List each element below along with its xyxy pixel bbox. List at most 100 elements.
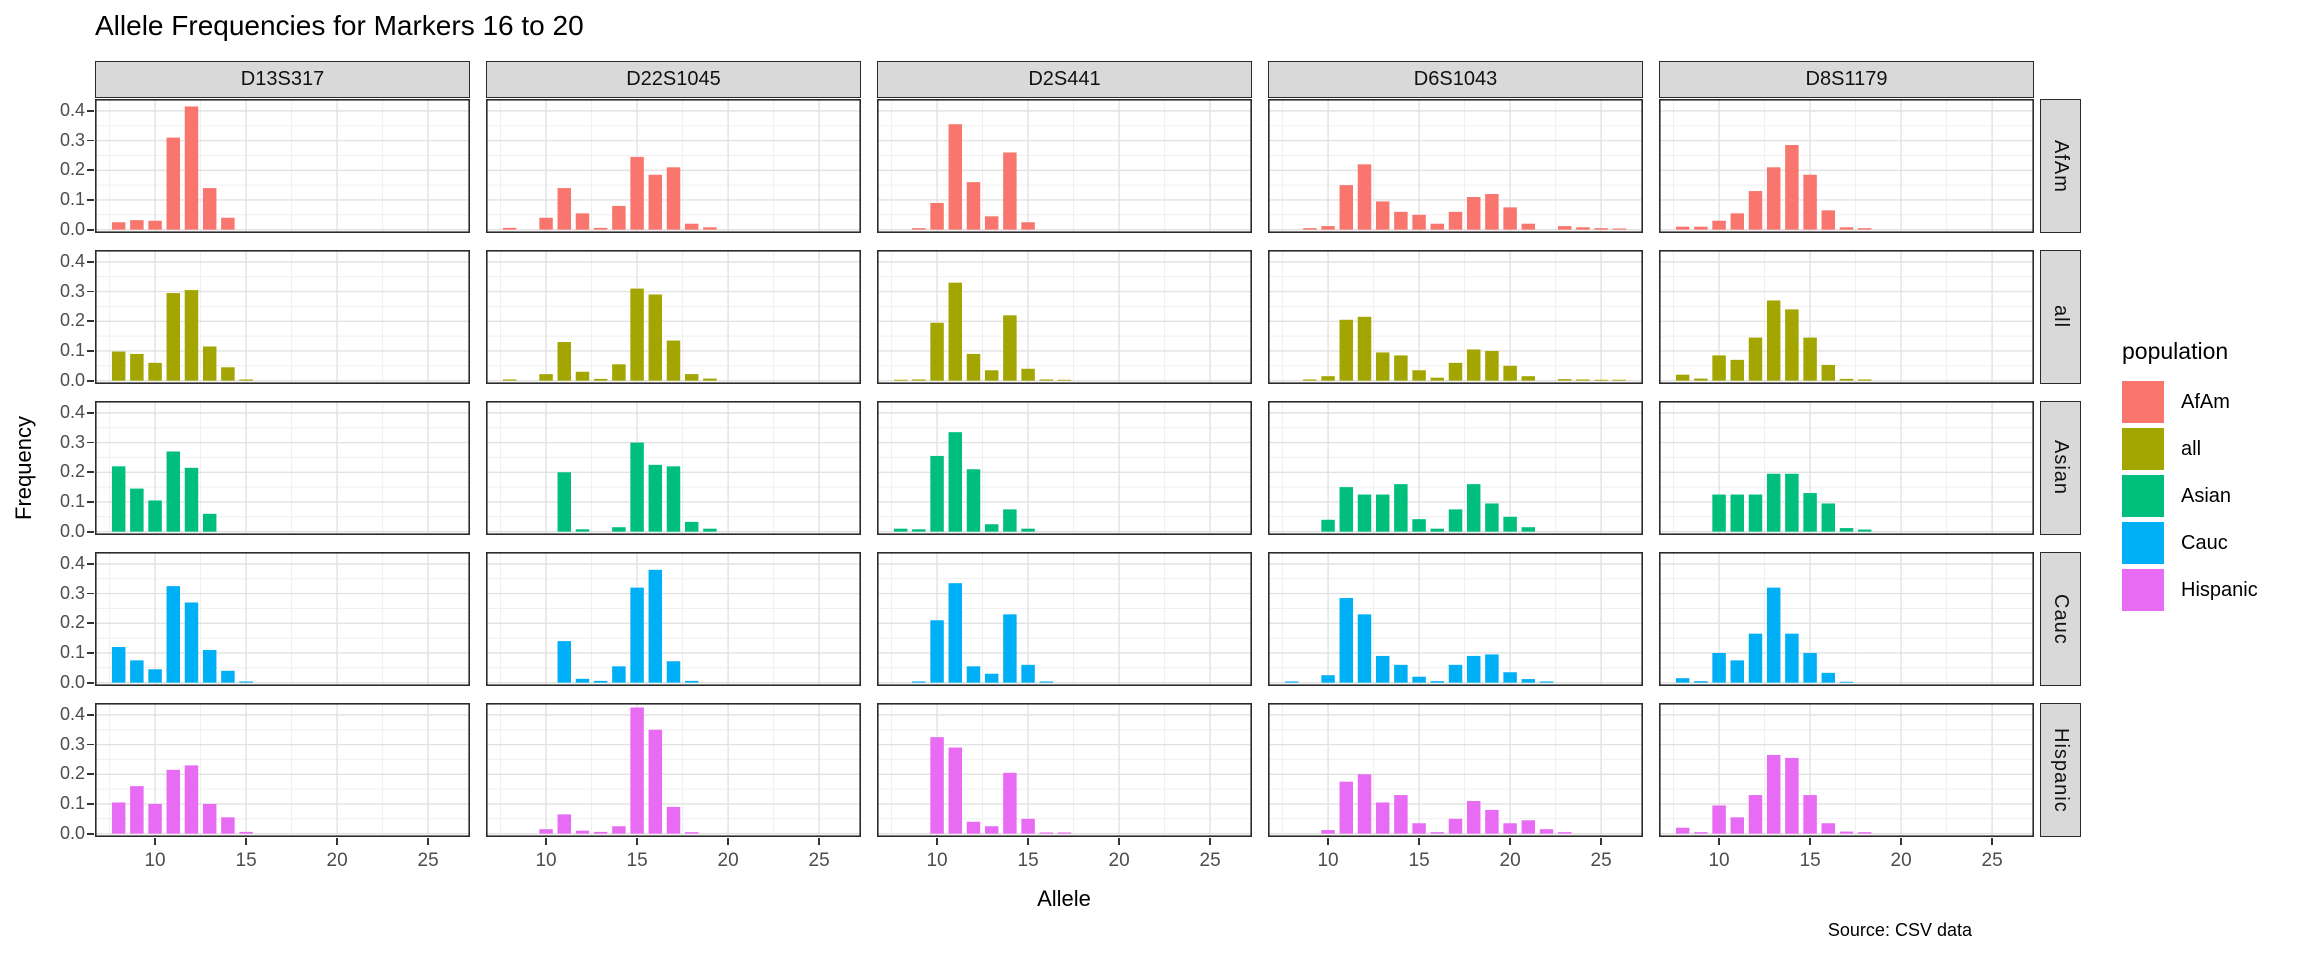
bar-allele-15 <box>1021 664 1035 683</box>
bar-allele-23 <box>1557 379 1572 381</box>
y-tick-label: 0.2 <box>59 159 85 180</box>
x-tick-mark <box>1418 838 1420 845</box>
bar-allele-14 <box>612 364 626 381</box>
bar-allele-13 <box>1766 473 1781 532</box>
bar-allele-15 <box>1803 174 1817 230</box>
bar-allele-12 <box>575 678 590 683</box>
bar-allele-17 <box>1448 211 1463 230</box>
panel-background <box>95 552 470 686</box>
row-strip-Cauc: Cauc <box>2040 552 2081 686</box>
bar-allele-12 <box>1748 191 1763 230</box>
panel-background <box>1268 99 1643 233</box>
legend-label: Asian <box>2181 484 2232 507</box>
facet-panel-D22S1045-Cauc <box>486 552 861 686</box>
bar-allele-10 <box>1712 805 1726 834</box>
bar-allele-15 <box>1803 493 1817 532</box>
bar-allele-11 <box>1339 185 1354 230</box>
bar-allele-14 <box>612 205 626 230</box>
panel-border <box>95 552 470 686</box>
y-tick-mark <box>87 530 94 533</box>
facet-panel-D13S317-Cauc <box>95 552 470 686</box>
x-tick-mark <box>1209 838 1212 845</box>
panel-border <box>1659 99 2034 233</box>
bar-allele-8 <box>893 528 908 532</box>
y-tick-label: 0.2 <box>59 763 85 784</box>
bar-allele-11 <box>948 583 963 683</box>
y-tick-label: 0.2 <box>59 461 85 482</box>
bar-allele-8 <box>1675 678 1690 683</box>
bar-allele-17 <box>666 661 681 683</box>
bar-allele-19 <box>1485 194 1499 230</box>
bar-allele-18 <box>1857 529 1872 532</box>
bar-allele-13 <box>1375 494 1390 532</box>
row-strip-label: all <box>2050 305 2072 329</box>
bar-allele-8 <box>1675 226 1690 230</box>
panel-border <box>1659 552 2034 686</box>
bar-allele-15 <box>1412 676 1426 683</box>
bar-allele-8 <box>502 227 517 230</box>
bar-allele-13 <box>202 346 217 381</box>
row-strip-all: all <box>2040 250 2081 384</box>
bar-allele-14 <box>1394 795 1408 834</box>
bar-allele-16 <box>1039 681 1054 683</box>
bar-allele-17 <box>1448 664 1463 683</box>
y-tick-label: 0.0 <box>59 369 85 390</box>
y-tick-label: 0.4 <box>59 99 85 120</box>
facet-panel-D8S1179-all <box>1659 250 2034 384</box>
bar-allele-13 <box>1375 802 1390 834</box>
bar-allele-11 <box>166 293 181 381</box>
bar-allele-18 <box>1857 379 1872 381</box>
column-strip-D6S1043: D6S1043 <box>1268 61 1643 98</box>
legend-swatch-icon <box>2122 475 2164 517</box>
bar-allele-12 <box>575 830 590 834</box>
panel-border <box>1268 250 1643 384</box>
x-tick-mark <box>1900 838 1902 845</box>
bar-allele-17 <box>1448 818 1463 834</box>
y-tick-label: 0.4 <box>59 703 85 724</box>
panel-border <box>486 703 861 837</box>
bar-allele-10 <box>1712 494 1726 532</box>
bar-allele-14 <box>1785 757 1799 834</box>
bar-allele-17 <box>1839 528 1854 532</box>
facet-panel-D6S1043-all <box>1268 250 1643 384</box>
x-tick-mark <box>636 838 638 845</box>
bar-allele-16 <box>1821 503 1836 532</box>
panel-border <box>877 401 1252 535</box>
bar-allele-9 <box>1694 378 1708 381</box>
panel-background <box>1659 99 2034 233</box>
bar-allele-17 <box>1839 831 1854 834</box>
bar-allele-18 <box>1857 832 1872 834</box>
x-tick-mark <box>1509 838 1511 845</box>
bar-allele-15 <box>630 156 644 230</box>
bar-allele-13 <box>593 680 608 683</box>
facet-panel-D13S317-AfAm <box>95 99 470 233</box>
bar-allele-18 <box>684 832 699 834</box>
bar-allele-23 <box>1557 226 1572 230</box>
facet-panel-D2S441-Cauc <box>877 552 1252 686</box>
facet-panel-D22S1045-AfAm <box>486 99 861 233</box>
panel-border <box>95 401 470 535</box>
y-tick-label: 0.1 <box>59 188 85 209</box>
panel-background <box>95 250 470 384</box>
x-tick-label: 10 <box>1708 850 1730 871</box>
bar-allele-10 <box>1712 355 1726 381</box>
bar-allele-9 <box>1694 681 1708 683</box>
bar-allele-18 <box>1466 800 1481 834</box>
legend-swatch-icon <box>2122 428 2164 470</box>
bar-allele-10 <box>1712 652 1726 683</box>
x-tick-label: 20 <box>1499 850 1521 871</box>
column-strip-label: D13S317 <box>240 68 325 90</box>
bar-allele-18 <box>1466 484 1481 532</box>
y-tick-label: 0.3 <box>59 733 85 754</box>
bar-allele-12 <box>966 469 981 532</box>
panel-border <box>95 250 470 384</box>
bar-allele-11 <box>948 432 963 532</box>
bar-allele-15 <box>1803 652 1817 683</box>
bar-allele-10 <box>1321 830 1335 834</box>
y-tick-label: 0.4 <box>59 552 85 573</box>
panel-background <box>1268 703 1643 837</box>
facet-panel-D2S441-Asian <box>877 401 1252 535</box>
bar-allele-8 <box>111 466 126 532</box>
bar-allele-16 <box>648 569 663 683</box>
x-tick-mark <box>1809 838 1811 845</box>
